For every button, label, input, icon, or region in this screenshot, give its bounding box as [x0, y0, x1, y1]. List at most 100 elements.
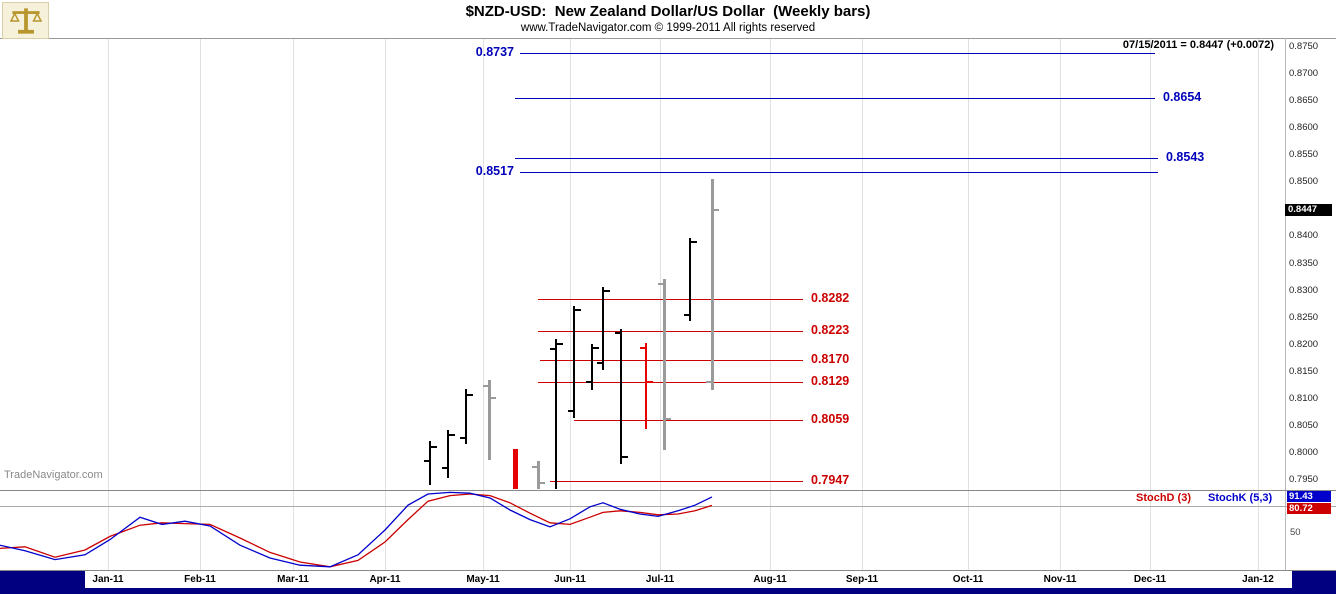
month-gridline — [293, 38, 294, 570]
price-axis-label: 0.8200 — [1289, 338, 1319, 350]
copyright-line: www.TradeNavigator.com © 1999-2011 All r… — [520, 22, 816, 34]
bar-open-tick — [658, 283, 664, 286]
resistance-price-label: 0.8654 — [1163, 89, 1202, 104]
bar-open-tick — [706, 380, 712, 383]
price-axis-label: 0.8300 — [1289, 284, 1319, 296]
pane-divider — [0, 490, 1336, 491]
support-line — [574, 420, 803, 421]
horizontal-scrollbar[interactable] — [0, 588, 1336, 594]
bar-open-tick — [442, 467, 448, 470]
price-axis-label: 0.8150 — [1289, 365, 1319, 377]
price-bar — [663, 278, 666, 451]
price-axis-label: 0.8550 — [1289, 149, 1319, 161]
last-quote-readout: 07/15/2011 = 0.8447 (+0.0072) — [1122, 39, 1274, 51]
price-bar — [602, 286, 604, 370]
month-gridline — [660, 38, 661, 570]
bar-close-tick — [665, 418, 671, 421]
price-axis-label: 0.8050 — [1289, 419, 1319, 431]
bar-close-tick — [467, 394, 473, 397]
last-price-badge: 0.8447 — [1285, 203, 1332, 216]
month-label: Apr-11 — [369, 574, 401, 585]
resistance-price-label: 0.8517 — [475, 164, 514, 179]
resistance-line — [515, 97, 1155, 99]
gold-scales-icon — [9, 7, 42, 34]
stochd-indicator-label: StochD (3) — [1136, 492, 1191, 504]
watermark-text: TradeNavigator.com — [4, 469, 103, 481]
stochastic-overbought-line — [0, 506, 1336, 507]
bar-close-tick — [449, 434, 455, 437]
price-axis-label: 0.8500 — [1289, 176, 1319, 188]
bar-close-tick — [539, 482, 545, 485]
bar-close-tick — [575, 309, 581, 312]
resistance-price-label: 0.8543 — [1166, 150, 1205, 165]
chart-top-border — [0, 38, 1336, 39]
price-axis-label: 0.8700 — [1289, 68, 1319, 80]
month-gridline — [1258, 38, 1259, 570]
resistance-line — [520, 172, 1158, 174]
bar-close-tick — [604, 289, 610, 292]
bar-close-tick — [431, 445, 437, 448]
stochk-indicator-label: StochK (5,3) — [1208, 492, 1273, 504]
month-label: Sep-11 — [845, 574, 879, 585]
price-bar — [447, 429, 449, 479]
month-label: Oct-11 — [952, 574, 984, 585]
support-line — [538, 331, 803, 333]
bar-close-tick — [691, 240, 697, 243]
stochd-value-badge: 80.72 — [1287, 503, 1331, 514]
price-axis-label: 0.8600 — [1289, 122, 1319, 134]
month-label: Nov-11 — [1043, 574, 1077, 585]
price-bar — [537, 460, 540, 490]
bar-open-tick — [568, 410, 574, 413]
bar-open-tick — [640, 347, 646, 350]
price-bar — [513, 448, 518, 490]
support-price-label: 0.8170 — [811, 351, 850, 366]
month-gridline — [108, 38, 109, 570]
month-label: Dec-11 — [1133, 574, 1167, 585]
month-label: May-11 — [466, 574, 500, 585]
price-axis-label: 0.8650 — [1289, 95, 1319, 107]
bar-open-tick — [483, 384, 489, 387]
bar-close-tick — [490, 396, 496, 399]
bar-close-tick — [593, 347, 599, 350]
stochk-line — [0, 491, 713, 568]
support-price-label: 0.8059 — [811, 412, 850, 426]
bar-open-tick — [460, 437, 466, 440]
month-label: Feb-11 — [184, 574, 216, 585]
support-line — [538, 382, 803, 384]
month-label: Jun-11 — [554, 574, 586, 585]
bar-close-tick — [647, 380, 653, 383]
month-label: Jan-12 — [1242, 574, 1274, 585]
bar-open-tick — [586, 380, 592, 383]
month-label: Jul-11 — [645, 574, 675, 585]
price-bar — [429, 441, 431, 486]
month-gridline — [570, 38, 571, 570]
tradenavigator-logo — [2, 2, 49, 39]
price-bar — [465, 388, 467, 445]
bar-close-tick — [622, 456, 628, 459]
bar-open-tick — [615, 331, 621, 334]
price-axis-label: 0.8000 — [1289, 446, 1319, 458]
support-price-label: 0.8129 — [811, 374, 850, 389]
price-axis-separator — [1285, 38, 1286, 570]
bar-open-tick — [550, 348, 556, 351]
price-bar — [645, 342, 647, 430]
month-label: Jan-11 — [92, 574, 124, 585]
price-axis-label: 0.8250 — [1289, 311, 1319, 323]
bar-open-tick — [684, 314, 690, 316]
support-line — [538, 299, 803, 301]
price-bar — [573, 305, 575, 419]
stochastic-pane[interactable] — [0, 490, 1336, 570]
month-gridline — [200, 38, 201, 570]
price-bar — [555, 339, 557, 490]
support-price-label: 0.8282 — [811, 291, 850, 306]
date-axis-divider — [0, 570, 1336, 571]
chart-title: $NZD-USD: New Zealand Dollar/US Dollar (… — [465, 3, 871, 20]
month-label: Aug-11 — [753, 574, 787, 585]
stochastic-50-label: 50 — [1290, 527, 1301, 538]
month-gridline — [770, 38, 771, 570]
month-label: Mar-11 — [277, 574, 309, 585]
month-gridline — [1150, 38, 1151, 570]
bar-open-tick — [532, 466, 538, 469]
price-bar — [620, 328, 622, 464]
